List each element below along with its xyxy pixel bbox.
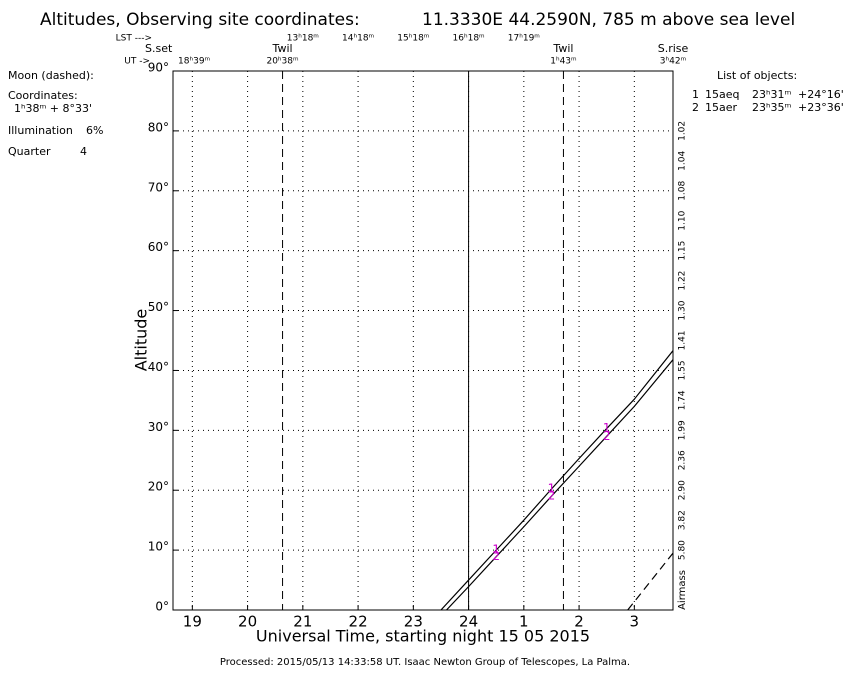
object-number: 1 bbox=[692, 88, 699, 101]
airmass-label: 1.15 bbox=[678, 241, 688, 261]
lst-label: LST ---> bbox=[116, 34, 152, 44]
y-tick-label: 0° bbox=[155, 600, 169, 614]
event-time: 1ʰ43ᵐ bbox=[550, 57, 577, 67]
y-tick-label: 70° bbox=[148, 180, 169, 194]
airmass-label: 1.02 bbox=[678, 121, 688, 141]
event-name: S.rise bbox=[658, 42, 689, 55]
series-line bbox=[446, 359, 673, 610]
lst-tick-label: 13ʰ18ᵐ bbox=[287, 34, 320, 44]
x-tick-label: 20 bbox=[238, 613, 257, 631]
chart-title: Altitudes, Observing site coordinates: bbox=[40, 10, 360, 30]
x-tick-label: 19 bbox=[183, 613, 202, 631]
airmass-label: 1.41 bbox=[678, 330, 688, 350]
airmass-title: Airmass bbox=[677, 570, 688, 610]
y-tick-label: 90° bbox=[148, 61, 169, 75]
y-axis-label: Altitude bbox=[132, 309, 151, 372]
object-marker: 2 bbox=[548, 489, 556, 503]
x-axis-label: Universal Time, starting night 15 05 201… bbox=[256, 627, 590, 646]
x-tick-label: 21 bbox=[293, 613, 312, 631]
lst-tick-label: 16ʰ18ᵐ bbox=[453, 34, 486, 44]
airmass-label: 1.55 bbox=[678, 360, 688, 380]
series-line bbox=[440, 350, 673, 610]
objects-heading: List of objects: bbox=[717, 69, 797, 82]
x-tick-label: 1 bbox=[519, 613, 529, 631]
ut-label: UT -> bbox=[124, 57, 150, 67]
plot-frame bbox=[172, 70, 674, 611]
event-time: 3ʰ42ᵐ bbox=[660, 57, 687, 67]
airmass-label: 1.04 bbox=[678, 151, 688, 171]
object-dec: +24°16' bbox=[798, 88, 844, 101]
moon-heading: Moon (dashed): bbox=[8, 69, 94, 82]
object-marker: 2 bbox=[492, 549, 500, 563]
object-ra: 23ʰ35ᵐ bbox=[752, 101, 791, 114]
y-tick-label: 80° bbox=[148, 120, 169, 134]
y-tick-label: 40° bbox=[148, 360, 169, 374]
object-ra: 23ʰ31ᵐ bbox=[752, 88, 791, 101]
x-tick-label: 24 bbox=[459, 613, 478, 631]
airmass-label: 1.30 bbox=[678, 300, 688, 320]
moon-illum-label: Illumination bbox=[8, 124, 73, 137]
object-number: 2 bbox=[692, 101, 699, 114]
airmass-label: 1.08 bbox=[678, 180, 688, 200]
event-time: 18ʰ39ᵐ bbox=[178, 57, 211, 67]
airmass-label: 1.99 bbox=[678, 420, 688, 440]
moon-quarter-label: Quarter bbox=[8, 145, 51, 158]
object-marker: 1 bbox=[492, 543, 500, 557]
moon-quarter: 4 bbox=[80, 145, 87, 158]
y-tick-label: 60° bbox=[148, 240, 169, 254]
moon-coord-heading: Coordinates: bbox=[8, 89, 78, 102]
moon-illum: 6% bbox=[86, 124, 103, 137]
y-tick-label: 20° bbox=[148, 480, 169, 494]
lst-tick-label: 15ʰ18ᵐ bbox=[397, 34, 430, 44]
event-name: Twil bbox=[272, 42, 293, 55]
event-name: Twil bbox=[552, 42, 573, 55]
event-time: 20ʰ38ᵐ bbox=[266, 57, 299, 67]
moon-coords: 1ʰ38ᵐ + 8°33' bbox=[14, 102, 92, 115]
object-name: 15aer bbox=[705, 101, 738, 114]
object-dec: +23°36' bbox=[798, 101, 844, 114]
airmass-label: 2.36 bbox=[678, 450, 688, 470]
y-tick-label: 10° bbox=[148, 540, 169, 554]
x-tick-label: 22 bbox=[349, 613, 368, 631]
airmass-label: 5.80 bbox=[678, 540, 688, 560]
airmass-label: 2.90 bbox=[678, 480, 688, 500]
object-name: 15aeq bbox=[705, 88, 740, 101]
y-tick-label: 50° bbox=[148, 300, 169, 314]
x-tick-label: 23 bbox=[404, 613, 423, 631]
event-name: S.set bbox=[145, 42, 173, 55]
x-tick-label: 2 bbox=[574, 613, 584, 631]
x-tick-label: 3 bbox=[630, 613, 640, 631]
lst-tick-label: 17ʰ19ᵐ bbox=[508, 34, 541, 44]
object-marker: 1 bbox=[548, 482, 556, 496]
airmass-label: 1.22 bbox=[678, 271, 688, 291]
footer: Processed: 2015/05/13 14:33:58 UT. Isaac… bbox=[220, 657, 630, 668]
airmass-label: 1.10 bbox=[678, 210, 688, 230]
airmass-label: 1.74 bbox=[678, 390, 688, 410]
object-marker: 1 bbox=[603, 421, 611, 435]
site-coordinates: 11.3330E 44.2590N, 785 m above sea level bbox=[422, 10, 795, 30]
y-tick-label: 30° bbox=[148, 420, 169, 434]
lst-tick-label: 14ʰ18ᵐ bbox=[342, 34, 375, 44]
airmass-label: 3.82 bbox=[678, 510, 688, 530]
object-marker: 2 bbox=[603, 429, 611, 443]
